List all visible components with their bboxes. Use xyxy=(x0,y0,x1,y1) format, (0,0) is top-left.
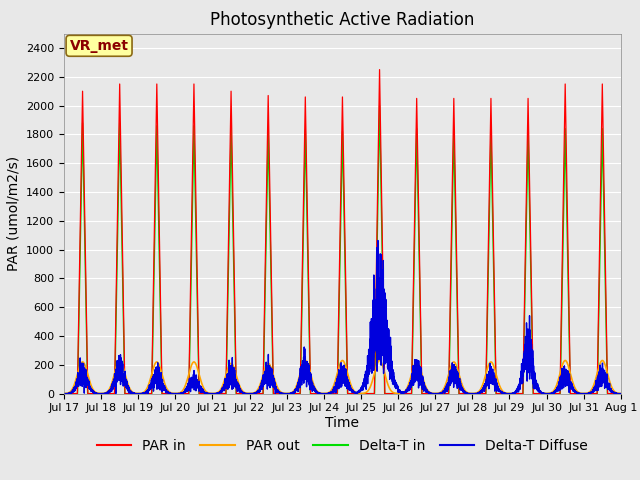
PAR out xyxy=(587,388,595,394)
Delta-T in xyxy=(250,391,257,396)
Delta-T in xyxy=(376,103,383,108)
Delta-T in xyxy=(594,384,602,389)
PAR out xyxy=(60,391,68,396)
PAR out xyxy=(250,390,257,396)
Line: Delta-T in: Delta-T in xyxy=(64,106,621,394)
PAR out xyxy=(467,391,475,396)
Delta-T in xyxy=(483,347,491,353)
PAR out xyxy=(483,368,491,373)
Line: Delta-T Diffuse: Delta-T Diffuse xyxy=(64,240,621,394)
Text: VR_met: VR_met xyxy=(70,39,129,53)
Delta-T Diffuse xyxy=(250,391,257,396)
Delta-T in xyxy=(60,391,68,396)
Delta-T Diffuse xyxy=(594,384,602,390)
Delta-T Diffuse xyxy=(112,391,120,396)
Delta-T Diffuse xyxy=(60,391,68,396)
Delta-T Diffuse xyxy=(467,391,475,396)
PAR in xyxy=(60,391,68,396)
Delta-T Diffuse xyxy=(617,391,625,396)
X-axis label: Time: Time xyxy=(325,416,360,430)
PAR in xyxy=(324,391,332,396)
PAR out xyxy=(594,370,602,375)
PAR in xyxy=(467,391,475,396)
PAR in xyxy=(617,391,625,396)
PAR in xyxy=(483,333,491,338)
Delta-T Diffuse xyxy=(324,390,332,396)
Delta-T in xyxy=(324,391,332,396)
PAR in xyxy=(594,372,602,377)
PAR out xyxy=(324,390,332,396)
PAR out xyxy=(617,391,625,396)
Delta-T Diffuse xyxy=(374,238,382,243)
PAR in xyxy=(376,67,383,72)
Title: Photosynthetic Active Radiation: Photosynthetic Active Radiation xyxy=(210,11,475,29)
Y-axis label: PAR (umol/m2/s): PAR (umol/m2/s) xyxy=(6,156,20,271)
Line: PAR in: PAR in xyxy=(64,70,621,394)
Delta-T in xyxy=(587,391,595,396)
PAR in xyxy=(587,391,595,396)
Delta-T in xyxy=(467,391,475,396)
Legend: PAR in, PAR out, Delta-T in, Delta-T Diffuse: PAR in, PAR out, Delta-T in, Delta-T Dif… xyxy=(91,433,594,459)
Delta-T Diffuse xyxy=(587,390,595,396)
Delta-T Diffuse xyxy=(483,373,491,379)
Line: PAR out: PAR out xyxy=(64,360,621,394)
PAR out xyxy=(339,358,346,363)
PAR in xyxy=(250,391,257,396)
Delta-T in xyxy=(617,391,625,396)
